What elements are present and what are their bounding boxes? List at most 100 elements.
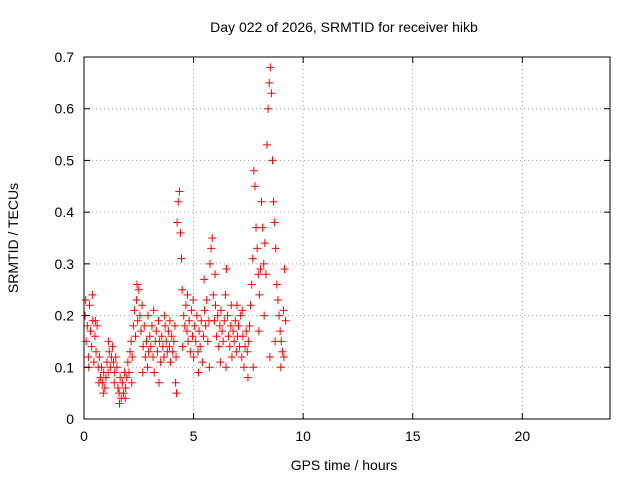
data-point: [241, 342, 250, 351]
data-point: [280, 265, 289, 274]
data-point: [208, 234, 217, 242]
data-point: [260, 239, 269, 248]
data-point: [154, 378, 163, 387]
axis-ticks: [83, 56, 610, 420]
data-point: [177, 254, 186, 263]
data-point: [214, 342, 223, 351]
data-point: [276, 363, 285, 372]
y-tick-label: 0: [66, 411, 74, 427]
data-point: [142, 337, 151, 346]
data-point: [242, 327, 251, 336]
data-point: [202, 296, 211, 305]
data-point: [210, 316, 219, 325]
data-point: [187, 306, 196, 315]
data-point: [149, 352, 158, 361]
data-point: [95, 352, 104, 361]
data-point: [161, 321, 170, 330]
data-point: [200, 275, 209, 284]
y-tick-label: 0.6: [55, 101, 75, 117]
data-point: [92, 347, 101, 356]
data-point: [249, 166, 258, 175]
data-point: [104, 337, 113, 346]
data-point: [91, 316, 100, 325]
data-point: [105, 347, 114, 356]
data-point: [261, 270, 270, 279]
x-tick-label: 0: [80, 428, 88, 444]
data-point: [188, 332, 197, 341]
x-tick-label: 10: [295, 428, 311, 444]
data-point: [174, 197, 183, 206]
data-point: [231, 316, 240, 325]
data-point: [139, 342, 148, 351]
data-point: [264, 104, 273, 113]
data-point: [159, 352, 168, 361]
data-point: [127, 378, 136, 387]
data-point: [172, 389, 181, 398]
data-point: [279, 306, 288, 315]
y-axis-label: SRMTID / TECUs: [5, 183, 21, 293]
data-point: [258, 223, 267, 232]
data-point: [112, 363, 121, 372]
data-point: [269, 197, 278, 206]
data-point: [245, 321, 254, 330]
data-point: [223, 311, 232, 320]
data-point: [123, 358, 132, 367]
data-point: [126, 347, 135, 356]
data-point: [171, 378, 180, 387]
data-point: [271, 337, 280, 346]
y-tick-label: 0.1: [55, 359, 75, 375]
data-point: [185, 316, 194, 325]
data-point: [133, 280, 142, 289]
data-point: [145, 332, 154, 341]
data-point: [162, 337, 171, 346]
data-point: [86, 327, 95, 336]
x-tick-label: 15: [405, 428, 421, 444]
data-point: [150, 368, 159, 377]
data-point: [279, 352, 288, 361]
data-point: [152, 327, 161, 336]
data-point: [243, 373, 252, 382]
data-point: [122, 373, 131, 382]
data-point: [136, 327, 145, 336]
data-point: [100, 383, 109, 392]
data-point: [131, 332, 140, 341]
data-point: [147, 321, 156, 330]
data-point: [81, 296, 90, 305]
data-point: [265, 78, 274, 87]
data-point: [113, 383, 122, 392]
data-point: [213, 311, 222, 320]
data-point: [246, 301, 255, 310]
data-point: [266, 63, 275, 72]
data-point: [219, 337, 228, 346]
data-point: [183, 290, 192, 299]
x-tick-label: 20: [515, 428, 531, 444]
data-point: [165, 342, 174, 351]
data-point: [128, 352, 137, 361]
data-point: [184, 337, 193, 346]
data-point: [183, 327, 192, 336]
data-point: [186, 347, 195, 356]
data-point: [88, 290, 97, 299]
data-point: [254, 270, 263, 279]
data-point: [243, 347, 252, 356]
data-point: [138, 368, 147, 377]
data-point: [87, 342, 96, 351]
data-point: [85, 301, 94, 310]
y-tick-label: 0.7: [55, 49, 75, 65]
data-point: [118, 378, 127, 387]
data-point: [181, 301, 190, 310]
data-point: [189, 352, 198, 361]
data-point: [153, 347, 162, 356]
data-point: [190, 321, 199, 330]
data-point: [200, 306, 209, 315]
data-point: [257, 197, 266, 206]
data-point: [134, 285, 143, 294]
data-point: [267, 89, 276, 98]
y-tick-label: 0.4: [55, 204, 75, 220]
data-point: [268, 156, 277, 165]
data-point: [97, 363, 106, 372]
data-point: [205, 363, 214, 372]
y-tick-label: 0.5: [55, 152, 75, 168]
data-point: [143, 363, 152, 372]
